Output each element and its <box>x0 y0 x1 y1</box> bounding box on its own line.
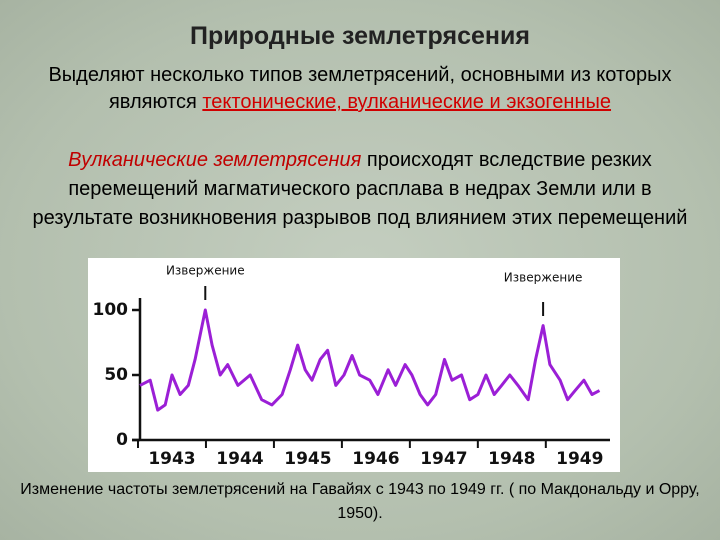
intro-text: Выделяют несколько типов землетрясений, … <box>48 64 672 113</box>
data-line <box>139 308 601 412</box>
intro: Выделяют несколько типов землетрясений, … <box>4 62 716 116</box>
volcanic-text: происходят вследствие резких перемещений… <box>32 149 688 229</box>
intro-highlight: тектонические, вулканические и экзогенны… <box>202 91 612 113</box>
annotation-label: Извержение <box>504 271 583 285</box>
caption: Изменение частоты землетрясений на Гавай… <box>20 481 700 522</box>
chart: 0 50 100 1943 1944 1945 1946 1947 1948 1949 Изверж… <box>88 258 620 472</box>
x-tick-label: 1948 <box>488 449 535 469</box>
x-tick-label: 1947 <box>420 449 467 469</box>
volcanic-term: Вулканические землетрясения <box>68 149 362 171</box>
volcanic-paragraph: Вулканические землетрясения происходят в… <box>30 146 690 233</box>
y-tick-label: 50 <box>104 365 128 385</box>
x-tick-label: 1946 <box>352 449 399 469</box>
title: Природные землетрясения <box>190 22 530 50</box>
annotation-label: Извержение <box>166 264 245 278</box>
x-tick-label: 1945 <box>284 449 331 469</box>
x-tick-label: 1949 <box>556 449 603 469</box>
y-tick-label: 100 <box>93 300 129 320</box>
y-tick-label: 0 <box>116 430 128 450</box>
x-tick-label: 1944 <box>216 449 263 469</box>
x-tick-label: 1943 <box>148 449 195 469</box>
